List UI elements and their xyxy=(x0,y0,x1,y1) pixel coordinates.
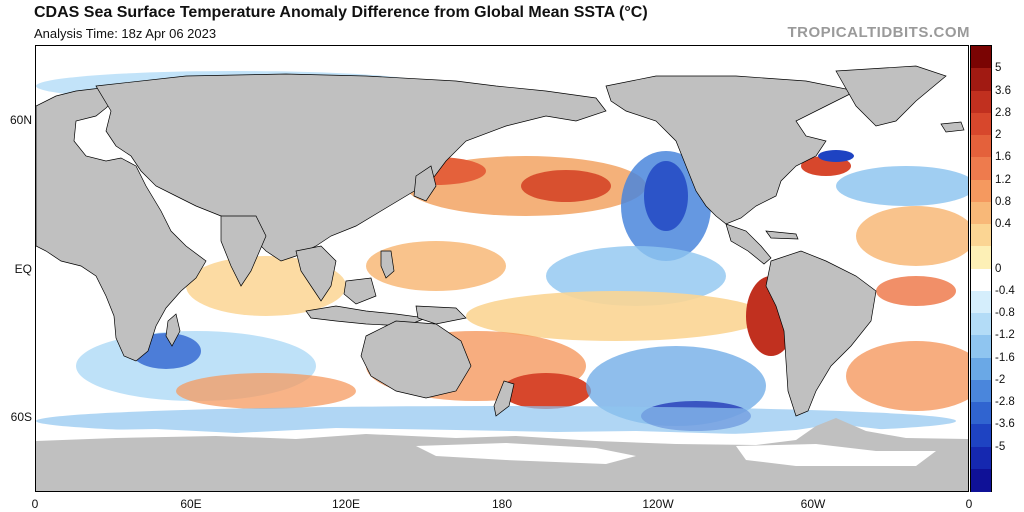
arctic-ice xyxy=(36,46,968,72)
cool-anomaly-n-atlantic xyxy=(836,166,968,206)
colorbar-segment xyxy=(971,290,991,314)
colorbar-tick-label: 2.8 xyxy=(995,106,1011,119)
colorbar-tick-label: 1.2 xyxy=(995,173,1011,186)
colorbar-tick-label: -1.2 xyxy=(995,329,1015,342)
warm-anomaly-equatorial xyxy=(466,291,766,341)
cool-anomaly-ne-pacific-core xyxy=(644,161,688,231)
colorbar-tick-label: -0.4 xyxy=(995,284,1015,297)
new-guinea xyxy=(415,305,467,325)
colorbar-tick-label: 0 xyxy=(995,262,1002,275)
colorbar-segment xyxy=(971,335,991,358)
colorbar-segment xyxy=(971,379,991,403)
colorbar-segment xyxy=(971,268,991,292)
sst-anomaly-map xyxy=(35,45,969,492)
lat-label-60s: 60S xyxy=(10,410,32,424)
map-title: CDAS Sea Surface Temperature Anomaly Dif… xyxy=(34,4,648,21)
colorbar-tick-label: -2 xyxy=(995,373,1006,386)
colorbar-tick-label: 2 xyxy=(995,129,1002,141)
lon-label-60w: 60W xyxy=(800,497,826,511)
new-zealand xyxy=(493,380,515,417)
lon-label-180: 180 xyxy=(491,497,513,511)
cool-anomaly-e-pacific xyxy=(546,246,726,306)
india xyxy=(220,215,267,287)
colorbar-segment xyxy=(971,112,991,136)
lon-label-0: 0 xyxy=(31,497,39,511)
cool-anomaly-labrador xyxy=(818,150,854,162)
colorbar-segment xyxy=(971,424,991,447)
colorbar-segment xyxy=(971,179,991,203)
warm-anomaly-s-atlantic xyxy=(846,341,968,411)
colorbar-segment xyxy=(971,468,991,492)
cool-anomaly-southern xyxy=(36,406,956,436)
lon-label-360: 0 xyxy=(965,497,973,511)
borneo xyxy=(343,277,377,305)
philippines xyxy=(380,250,395,279)
land-masses xyxy=(36,65,965,417)
colorbar-segment xyxy=(971,224,991,247)
analysis-time: Analysis Time: 18z Apr 06 2023 xyxy=(34,26,217,41)
warm-anomaly-s-pacific-core xyxy=(501,373,591,409)
madagascar xyxy=(165,313,181,347)
warm-anomaly-w-pacific xyxy=(366,241,506,291)
colorbar-tick-label: 3.6 xyxy=(995,84,1011,97)
colorbar-segment xyxy=(971,357,991,381)
colorbar-segment xyxy=(971,246,991,269)
colorbar-segment xyxy=(971,201,991,225)
australia xyxy=(360,320,472,399)
warm-anomaly-n-pacific xyxy=(521,170,611,202)
japan xyxy=(413,165,437,202)
lat-label-60n: 60N xyxy=(9,113,32,127)
colorbar-tick-label: -1.6 xyxy=(995,351,1015,364)
colorbar-tick-label: 1.6 xyxy=(995,151,1011,164)
warm-anomaly-s-indian xyxy=(176,373,356,409)
brand-watermark: TROPICALTIDBITS.COM xyxy=(787,24,970,41)
lat-label-eq: EQ xyxy=(14,262,32,276)
map-canvas xyxy=(36,46,968,491)
south-america xyxy=(765,250,877,417)
colorbar-segment xyxy=(971,90,991,114)
lon-label-60e: 60E xyxy=(180,497,202,511)
lon-label-120w: 120W xyxy=(642,497,674,511)
iceland xyxy=(940,121,965,133)
colorbar-tick-label: -0.8 xyxy=(995,307,1015,319)
warm-anomaly-trop-atlantic xyxy=(876,276,956,306)
antarctic-ice-pocket xyxy=(416,443,636,464)
colorbar-segment xyxy=(971,157,991,180)
colorbar-segment xyxy=(971,68,991,91)
colorbar-segment xyxy=(971,46,991,69)
colorbar-tick-label: 0.4 xyxy=(995,218,1011,230)
colorbar-tick-label: 5 xyxy=(995,62,1002,75)
colorbar-tick-label: -3.6 xyxy=(995,418,1015,431)
europe-africa xyxy=(36,87,207,362)
greenland xyxy=(835,65,947,127)
se-asia xyxy=(295,245,337,302)
colorbar-segment xyxy=(971,135,991,158)
antarctic-ice-pocket xyxy=(736,444,936,466)
central-america xyxy=(725,223,772,265)
colorbar-tick-label: -2.8 xyxy=(995,396,1015,408)
colorbar-tick-label: -5 xyxy=(995,440,1006,453)
colorbar-tick-label: 0.8 xyxy=(995,195,1011,208)
colorbar-segment xyxy=(971,402,991,425)
colorbar xyxy=(970,45,992,492)
caribbean xyxy=(765,230,799,240)
colorbar-segment xyxy=(971,446,991,470)
lon-label-120e: 120E xyxy=(331,497,361,511)
warm-anomaly-n-atlantic xyxy=(856,206,968,266)
asia xyxy=(95,73,607,262)
colorbar-segment xyxy=(971,313,991,336)
